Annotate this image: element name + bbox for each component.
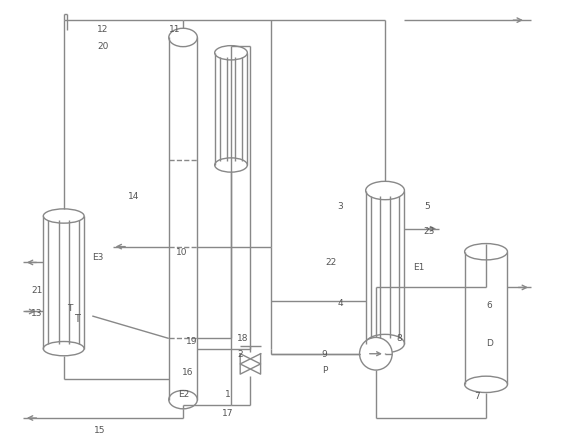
Text: 6: 6 xyxy=(486,300,492,309)
Text: E2: E2 xyxy=(178,389,189,399)
Ellipse shape xyxy=(215,159,247,173)
Text: T: T xyxy=(74,313,80,323)
Text: 3: 3 xyxy=(337,201,343,210)
Text: 22: 22 xyxy=(325,257,336,266)
Text: 10: 10 xyxy=(176,247,187,256)
Text: E3: E3 xyxy=(92,252,103,261)
Text: 16: 16 xyxy=(182,367,193,376)
Text: 15: 15 xyxy=(94,425,106,434)
Ellipse shape xyxy=(465,376,507,392)
Ellipse shape xyxy=(43,209,84,224)
Text: 7: 7 xyxy=(474,392,479,401)
Ellipse shape xyxy=(366,335,405,353)
Ellipse shape xyxy=(169,29,197,48)
Text: 8: 8 xyxy=(396,334,402,343)
Circle shape xyxy=(360,338,392,370)
Text: 17: 17 xyxy=(222,408,233,417)
Text: 21: 21 xyxy=(31,286,43,295)
Text: 19: 19 xyxy=(186,337,198,346)
Text: 2: 2 xyxy=(237,349,243,358)
Text: 12: 12 xyxy=(97,25,108,34)
Text: 4: 4 xyxy=(337,298,343,307)
Ellipse shape xyxy=(215,46,247,61)
Ellipse shape xyxy=(43,342,84,356)
Text: 1: 1 xyxy=(225,389,230,399)
Ellipse shape xyxy=(169,391,197,409)
Text: 18: 18 xyxy=(237,334,248,343)
Text: 9: 9 xyxy=(322,349,328,358)
Text: T: T xyxy=(67,303,72,312)
Text: 14: 14 xyxy=(128,191,139,200)
Text: 5: 5 xyxy=(424,201,429,210)
Text: 23: 23 xyxy=(424,227,435,236)
Text: E1: E1 xyxy=(414,262,425,271)
Text: 13: 13 xyxy=(31,308,43,317)
Ellipse shape xyxy=(366,182,405,200)
Text: P: P xyxy=(322,365,327,374)
Text: 20: 20 xyxy=(97,42,108,50)
Text: D: D xyxy=(486,339,493,348)
Ellipse shape xyxy=(465,244,507,260)
Text: 11: 11 xyxy=(169,25,180,34)
